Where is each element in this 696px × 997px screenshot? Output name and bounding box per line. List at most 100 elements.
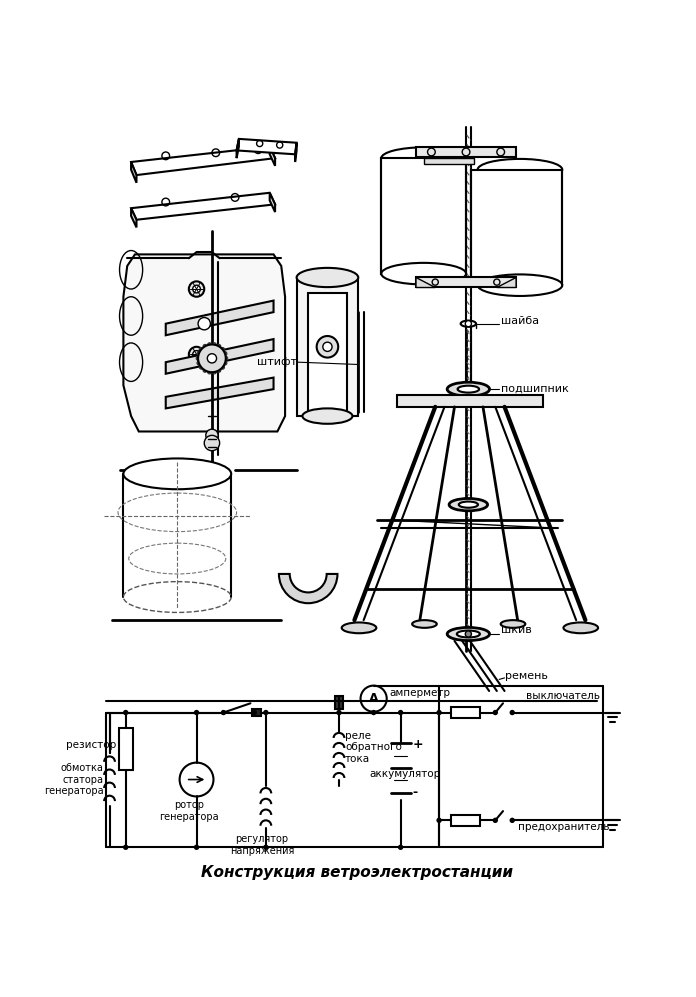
Circle shape: [207, 370, 212, 374]
Polygon shape: [131, 192, 275, 219]
Ellipse shape: [449, 498, 488, 510]
Circle shape: [193, 351, 200, 358]
Polygon shape: [381, 159, 466, 273]
Polygon shape: [424, 159, 474, 165]
Circle shape: [123, 710, 128, 715]
Ellipse shape: [296, 268, 358, 287]
Polygon shape: [123, 254, 285, 432]
Circle shape: [199, 365, 203, 369]
Text: штифт: штифт: [257, 357, 296, 367]
Polygon shape: [237, 139, 239, 159]
Circle shape: [217, 344, 221, 348]
Circle shape: [189, 281, 204, 297]
Circle shape: [189, 347, 204, 362]
Circle shape: [206, 429, 218, 442]
Bar: [119, 728, 133, 771]
Circle shape: [509, 818, 515, 824]
Circle shape: [436, 710, 442, 715]
Bar: [450, 815, 480, 826]
Circle shape: [398, 710, 403, 715]
Ellipse shape: [477, 274, 562, 296]
Circle shape: [323, 342, 332, 351]
Wedge shape: [279, 574, 338, 603]
Circle shape: [493, 710, 498, 715]
Circle shape: [212, 370, 216, 374]
Circle shape: [217, 369, 221, 372]
Circle shape: [123, 844, 128, 850]
Polygon shape: [397, 395, 543, 407]
Circle shape: [509, 710, 515, 715]
Circle shape: [180, 763, 214, 797]
Circle shape: [263, 844, 269, 850]
Polygon shape: [497, 277, 516, 287]
Polygon shape: [166, 300, 274, 335]
Circle shape: [197, 361, 201, 365]
Circle shape: [193, 285, 200, 293]
Polygon shape: [131, 208, 136, 227]
Circle shape: [361, 686, 387, 712]
Ellipse shape: [342, 622, 377, 633]
Bar: [450, 707, 480, 718]
Text: -: -: [412, 786, 418, 800]
Circle shape: [336, 710, 342, 715]
Circle shape: [203, 344, 207, 348]
Circle shape: [398, 844, 403, 850]
Polygon shape: [269, 192, 275, 212]
Ellipse shape: [447, 382, 489, 396]
Ellipse shape: [412, 620, 437, 628]
Polygon shape: [237, 139, 296, 155]
Text: подшипник: подшипник: [500, 384, 569, 394]
Circle shape: [203, 369, 207, 372]
Ellipse shape: [457, 630, 480, 637]
Circle shape: [196, 356, 200, 360]
Text: Конструкция ветроэлектростанции: Конструкция ветроэлектростанции: [200, 865, 513, 880]
Circle shape: [371, 710, 377, 715]
Polygon shape: [166, 339, 274, 374]
Circle shape: [223, 361, 227, 365]
Circle shape: [194, 710, 199, 715]
Bar: [335, 696, 343, 710]
Circle shape: [212, 343, 216, 347]
Ellipse shape: [457, 386, 479, 393]
Circle shape: [207, 354, 216, 363]
Bar: [252, 709, 261, 717]
Ellipse shape: [477, 159, 562, 180]
Text: шкив: шкив: [500, 625, 532, 635]
Ellipse shape: [461, 321, 476, 327]
Circle shape: [221, 348, 225, 351]
Text: ремень: ремень: [505, 671, 548, 681]
Text: резистор: резистор: [66, 740, 116, 750]
Polygon shape: [416, 277, 435, 287]
Text: амперметр: амперметр: [389, 688, 450, 698]
Circle shape: [221, 710, 226, 715]
Circle shape: [465, 631, 471, 637]
Circle shape: [204, 436, 220, 451]
Text: выключатель: выключатель: [526, 691, 600, 701]
Text: аккумулятор: аккумулятор: [370, 769, 441, 779]
Ellipse shape: [447, 627, 489, 640]
Polygon shape: [296, 277, 358, 416]
Ellipse shape: [123, 459, 231, 490]
Circle shape: [207, 343, 212, 347]
Circle shape: [198, 345, 226, 372]
Ellipse shape: [459, 501, 478, 507]
Circle shape: [194, 844, 199, 850]
Circle shape: [251, 710, 257, 715]
Circle shape: [197, 352, 201, 356]
Circle shape: [436, 818, 442, 824]
Circle shape: [263, 710, 269, 715]
Ellipse shape: [381, 148, 466, 168]
Polygon shape: [471, 169, 562, 285]
Polygon shape: [131, 147, 275, 175]
Text: регулятор
напряжения: регулятор напряжения: [230, 834, 294, 855]
Text: реле
обратного
тока: реле обратного тока: [345, 731, 402, 764]
Circle shape: [198, 317, 210, 330]
Circle shape: [224, 356, 228, 360]
Polygon shape: [295, 143, 296, 162]
Circle shape: [317, 336, 338, 358]
Ellipse shape: [564, 622, 598, 633]
Ellipse shape: [303, 409, 352, 424]
Ellipse shape: [500, 620, 525, 628]
Circle shape: [198, 356, 210, 368]
Text: +: +: [412, 739, 422, 752]
